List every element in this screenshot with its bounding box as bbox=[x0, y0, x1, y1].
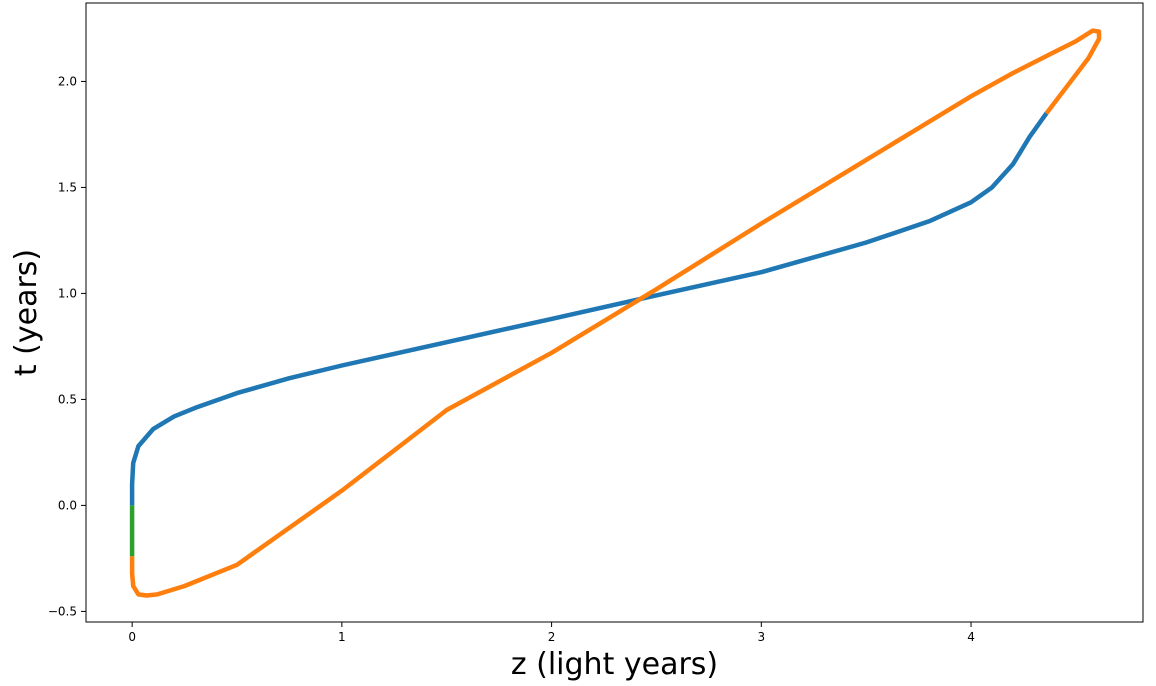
y-axis-title: t (years) bbox=[9, 249, 44, 376]
series-line-1 bbox=[129, 111, 1049, 506]
y-tick-label: 0.0 bbox=[58, 498, 77, 512]
x-axis: 0 1 2 3 4 bbox=[128, 622, 975, 644]
x-tick-label: 2 bbox=[548, 630, 556, 644]
x-tick-label: 1 bbox=[338, 630, 346, 644]
x-axis-title: z (light years) bbox=[511, 647, 718, 682]
y-tick-label: 1.5 bbox=[58, 180, 77, 194]
y-axis: −0.5 0.0 0.5 1.0 1.5 2.0 bbox=[48, 74, 86, 618]
series-layer bbox=[129, 28, 1102, 598]
y-tick-label: 2.0 bbox=[58, 74, 77, 88]
y-tick-label: 1.0 bbox=[58, 286, 77, 300]
series-line-2 bbox=[129, 28, 1102, 598]
x-tick-label: 0 bbox=[128, 630, 136, 644]
x-tick-label: 4 bbox=[967, 630, 975, 644]
y-tick-label: −0.5 bbox=[48, 604, 77, 618]
plot-frame bbox=[85, 2, 1144, 623]
y-tick-label: 0.5 bbox=[58, 392, 77, 406]
x-tick-label: 3 bbox=[757, 630, 765, 644]
